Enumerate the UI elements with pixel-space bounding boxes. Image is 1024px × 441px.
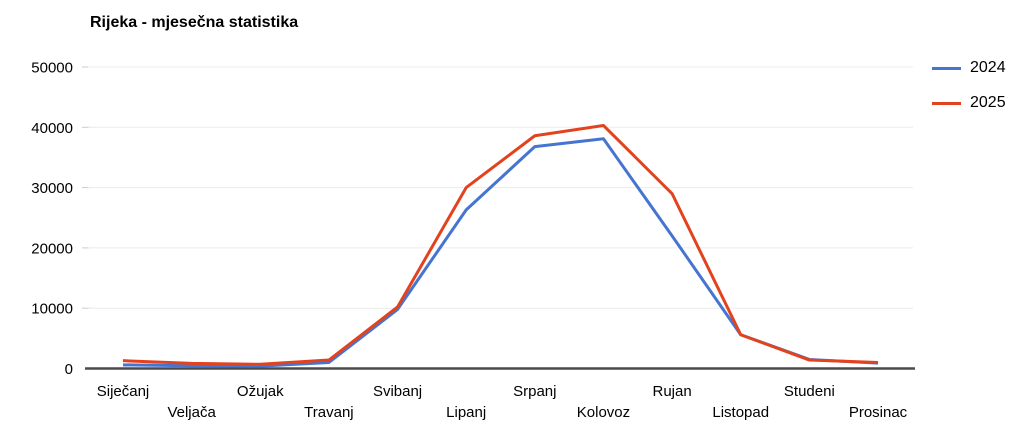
legend-line-swatch-2024 <box>932 66 961 70</box>
legend-line-swatch-2025 <box>932 101 961 105</box>
legend-item-2025[interactable]: 2025 <box>932 93 1006 113</box>
x-axis-label: Siječanj <box>97 383 150 400</box>
y-axis-tick-label: 30000 <box>31 180 73 197</box>
chart-title: Rijeka - mjesečna statistika <box>90 14 299 31</box>
x-axis-label: Svibanj <box>373 383 422 400</box>
y-axis-tick-label: 40000 <box>31 120 73 137</box>
y-axis-tick-label: 20000 <box>31 240 73 257</box>
legend: 2024 2025 <box>932 58 1006 113</box>
x-axis-label: Studeni <box>784 383 835 400</box>
x-axis-label: Srpanj <box>513 383 556 400</box>
x-axis-label: Kolovoz <box>577 404 630 421</box>
x-axis-label: Veljača <box>167 404 216 421</box>
x-axis-label: Lipanj <box>446 404 486 421</box>
legend-label-2025: 2025 <box>970 94 1006 111</box>
legend-item-2024[interactable]: 2024 <box>932 58 1006 78</box>
x-axis-label: Travanj <box>304 404 353 421</box>
y-axis-tick-label: 50000 <box>31 60 73 77</box>
x-axis-label: Prosinac <box>849 404 908 421</box>
x-axis-label: Listopad <box>712 404 769 421</box>
legend-label-2024: 2024 <box>970 59 1006 76</box>
x-axis-label: Rujan <box>652 383 691 400</box>
y-axis-tick-label: 10000 <box>31 301 73 318</box>
x-axis-label: Ožujak <box>237 383 284 400</box>
series-line-2025 <box>122 123 879 366</box>
y-axis-tick-label: 0 <box>65 361 73 378</box>
series-line-2024 <box>122 137 879 368</box>
